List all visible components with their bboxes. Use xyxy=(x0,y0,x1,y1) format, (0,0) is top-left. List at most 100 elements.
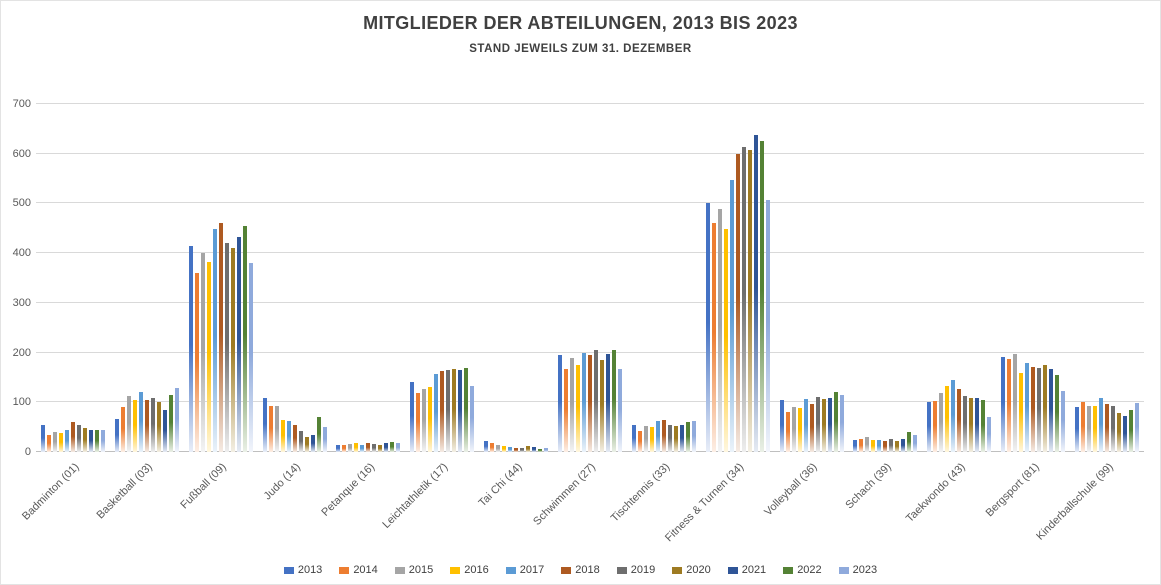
bar xyxy=(416,393,421,452)
bar xyxy=(913,435,918,452)
legend-label: 2014 xyxy=(353,564,378,576)
legend-label: 2023 xyxy=(852,564,878,576)
bar xyxy=(877,439,882,452)
bar xyxy=(649,427,654,452)
bar-group xyxy=(775,104,849,452)
bar xyxy=(490,443,495,452)
x-axis-label-cell: Fußball (09) xyxy=(179,457,258,537)
bar xyxy=(945,385,950,452)
y-tick-label: 100 xyxy=(12,396,31,409)
bar xyxy=(827,398,832,452)
gridline xyxy=(36,252,1144,254)
bar xyxy=(360,444,365,452)
bar xyxy=(1134,403,1139,452)
bar-series xyxy=(36,104,1144,452)
bar xyxy=(853,439,858,452)
bar xyxy=(1007,358,1012,452)
bar xyxy=(88,429,93,452)
bar xyxy=(366,443,371,452)
bar xyxy=(741,147,746,452)
bar xyxy=(114,419,119,452)
bar xyxy=(94,430,99,452)
bar xyxy=(717,209,722,452)
x-axis-label: Schach (39) xyxy=(843,461,894,512)
bar xyxy=(428,387,433,452)
bar xyxy=(156,402,161,452)
legend-item: 2015 xyxy=(394,564,433,576)
x-axis-label-cell: Volleyball (36) xyxy=(763,457,849,537)
bar xyxy=(162,409,167,452)
legend-label: 2020 xyxy=(686,564,711,576)
bar xyxy=(174,388,179,452)
bar xyxy=(933,401,938,452)
bar-group xyxy=(184,104,258,452)
gridline xyxy=(36,152,1144,154)
bar xyxy=(779,399,784,452)
bar xyxy=(1098,398,1103,452)
bar xyxy=(526,446,531,452)
bar xyxy=(729,179,734,452)
legend-item: 2022 xyxy=(783,564,822,576)
x-axis-label: Badminton (01) xyxy=(19,461,82,523)
bar xyxy=(452,368,457,452)
bar xyxy=(581,352,586,452)
bar xyxy=(927,402,932,452)
bar xyxy=(236,236,241,452)
y-tick-label: 0 xyxy=(24,446,31,458)
bar-group xyxy=(479,104,553,452)
x-axis-label: Judo (14) xyxy=(261,461,304,503)
bar xyxy=(144,399,149,452)
bar xyxy=(883,440,888,452)
bar xyxy=(939,393,944,452)
bar xyxy=(637,431,642,452)
bar xyxy=(532,447,537,452)
bar xyxy=(587,355,592,452)
bar xyxy=(987,417,992,452)
bar-group xyxy=(36,104,110,452)
legend-item: 2021 xyxy=(727,564,766,576)
bar xyxy=(440,371,445,452)
bar xyxy=(673,426,678,452)
bar xyxy=(655,421,660,452)
gridline xyxy=(36,351,1144,353)
legend-swatch xyxy=(339,566,350,574)
bar xyxy=(735,153,740,452)
bar xyxy=(1061,390,1066,452)
bar xyxy=(901,438,906,452)
bar xyxy=(1074,407,1079,452)
bar xyxy=(957,388,962,452)
bar xyxy=(859,439,864,452)
bar xyxy=(951,379,956,452)
bar xyxy=(46,434,51,452)
bar xyxy=(833,392,838,452)
x-axis-label-cell: Kinderballschule (99) xyxy=(1034,457,1144,543)
bar xyxy=(390,442,395,452)
bar xyxy=(605,353,610,452)
bar xyxy=(464,367,469,452)
bar xyxy=(575,365,580,452)
bar xyxy=(446,370,451,452)
bar xyxy=(100,429,105,452)
legend-label: 2018 xyxy=(575,564,600,576)
bar xyxy=(58,433,63,452)
bar-group xyxy=(701,104,775,452)
bar xyxy=(747,150,752,452)
bar xyxy=(342,445,347,452)
bar xyxy=(212,229,217,452)
bar xyxy=(410,382,415,452)
bar-group xyxy=(405,104,479,452)
bar xyxy=(963,395,968,452)
bar xyxy=(661,419,666,452)
bar xyxy=(759,141,764,452)
bar xyxy=(70,422,75,452)
bar xyxy=(422,388,427,452)
x-axis-label-cell: Basketball (03) xyxy=(95,457,184,537)
x-axis-label: Tai Chi (44) xyxy=(476,461,525,510)
bar xyxy=(298,431,303,452)
x-axis-label-cell: Fitness & Turnen (34) xyxy=(663,457,775,544)
bar xyxy=(194,273,199,452)
bar xyxy=(242,225,247,452)
x-axis: Badminton (01) Basketball (03) Fußball (09… xyxy=(20,457,1144,544)
legend-swatch xyxy=(505,566,516,574)
bar xyxy=(871,439,876,452)
